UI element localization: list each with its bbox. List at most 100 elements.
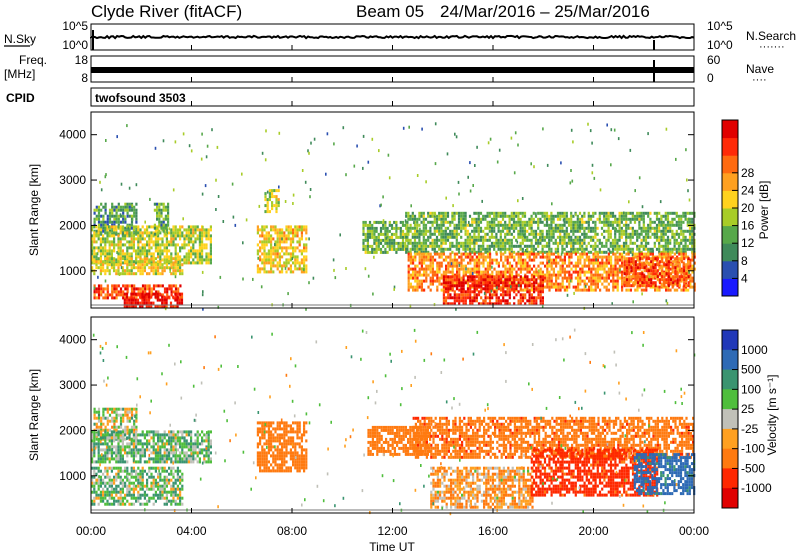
data-cell-power-6: [285, 246, 288, 250]
data-cell-power-7: [268, 195, 271, 199]
data-cell-power-1: [126, 234, 129, 238]
data-cell-power-1: [176, 228, 179, 232]
data-cell-power-1: [196, 234, 199, 238]
data-cell-power-3: [95, 290, 98, 294]
data-cell-power-10: [445, 258, 448, 262]
data-cell-power-1: [143, 231, 146, 235]
data-cell-power-10: [660, 252, 663, 256]
data-cell-power-1: [141, 249, 144, 253]
data-cell-power-9: [501, 211, 505, 215]
data-cell-power-7: [268, 198, 271, 202]
data-cell-power-9: [440, 223, 443, 227]
data-cell-power-10: [671, 264, 674, 268]
data-cell-power-9: [675, 211, 678, 215]
data-cell-power-9: [625, 235, 628, 239]
data-cell-power-10: [412, 288, 415, 292]
data-cell-power-9: [631, 226, 634, 230]
data-cell-power-11: [524, 278, 527, 282]
data-cell-power-3: [170, 287, 173, 291]
data-cell-power-12: [632, 275, 635, 279]
data-cell-power-8: [386, 229, 389, 233]
data-cell-power-6: [259, 249, 262, 253]
data-cell-power-8: [384, 232, 387, 236]
data-cell-power-1: [108, 225, 111, 229]
data-cell-power-1: [198, 252, 201, 256]
data-cell-power-11: [535, 302, 538, 306]
data-cell-power-6: [300, 267, 303, 271]
data-cell-power-9: [512, 226, 516, 230]
data-cell-power-1: [194, 252, 197, 256]
data-cell-power-9: [521, 247, 524, 251]
sparse-cell-power: [465, 267, 467, 271]
data-cell-power-6: [276, 237, 279, 241]
data-cell-power-10: [561, 279, 564, 283]
data-cell-power-10: [495, 258, 498, 262]
data-cell-power-11: [449, 287, 452, 291]
data-cell-power-9: [539, 217, 542, 221]
data-cell-power-9: [629, 217, 632, 221]
sparse-cell-power: [258, 204, 261, 208]
data-cell-power-1: [128, 243, 131, 247]
sparse-cell-power: [458, 192, 460, 196]
data-cell-power-6: [305, 237, 308, 241]
data-cell-power-10: [689, 285, 692, 289]
data-cell-power-9: [471, 229, 474, 233]
sparse-cell-power: [535, 212, 537, 216]
data-cell-power-9: [464, 247, 467, 251]
data-cell-power-6: [281, 267, 284, 271]
data-cell-power-10: [676, 270, 679, 274]
data-cell-power-4: [158, 292, 162, 296]
data-cell-power-10: [623, 255, 626, 259]
data-cell-power-9: [618, 214, 621, 218]
data-cell-power-9: [545, 217, 549, 221]
sparse-cell-power: [135, 183, 138, 187]
data-cell-power-9: [686, 217, 689, 221]
data-cell-power-4: [180, 295, 184, 299]
data-cell-power-1: [137, 234, 140, 238]
data-cell-power-4: [176, 301, 179, 305]
data-cell-power-4: [132, 298, 135, 302]
data-cell-power-11: [539, 284, 542, 288]
data-cell-power-6: [270, 264, 273, 268]
data-cell-power-12: [663, 281, 666, 285]
data-cell-power-4: [169, 301, 173, 305]
data-cell-power-5: [156, 214, 159, 218]
data-cell-power-11: [528, 293, 531, 297]
data-cell-power-12: [645, 260, 648, 264]
data-cell-power-11: [533, 281, 536, 285]
data-cell-power-8: [388, 235, 391, 239]
data-cell-power-10: [566, 270, 569, 274]
data-cell-power-10: [500, 258, 503, 262]
sparse-cell-power: [409, 304, 412, 308]
data-cell-power-8: [362, 229, 365, 233]
data-cell-power-12: [636, 266, 640, 270]
data-cell-power-9: [504, 241, 507, 245]
data-cell-power-1: [113, 237, 116, 241]
data-cell-power-10: [535, 270, 538, 274]
data-cell-power-10: [601, 273, 604, 277]
data-cell-power-12: [645, 257, 648, 261]
data-cell-power-11: [504, 278, 507, 282]
data-cell-power-9: [675, 250, 678, 254]
data-cell-power-1: [150, 237, 153, 241]
data-cell-power-3: [104, 287, 107, 291]
data-cell-power-3: [122, 293, 125, 297]
data-cell-power-5: [167, 220, 170, 224]
data-cell-power-9: [550, 238, 553, 242]
data-cell-power-9: [658, 247, 661, 251]
data-cell-power-9: [669, 238, 672, 242]
data-cell-power-9: [554, 229, 557, 233]
data-cell-power-9: [501, 247, 505, 251]
data-cell-power-9: [477, 211, 480, 215]
data-cell-power-1: [113, 261, 116, 265]
data-cell-power-9: [603, 244, 606, 248]
data-cell-power-10: [526, 252, 529, 256]
data-cell-power-4: [141, 292, 144, 296]
data-cell-power-11: [455, 278, 459, 282]
data-cell-power-8: [362, 238, 365, 242]
data-cell-power-1: [146, 234, 149, 238]
data-cell-power-2: [102, 260, 105, 264]
data-cell-power-4: [139, 295, 142, 299]
sparse-cell-power: [202, 307, 204, 311]
data-cell-power-9: [581, 214, 584, 218]
